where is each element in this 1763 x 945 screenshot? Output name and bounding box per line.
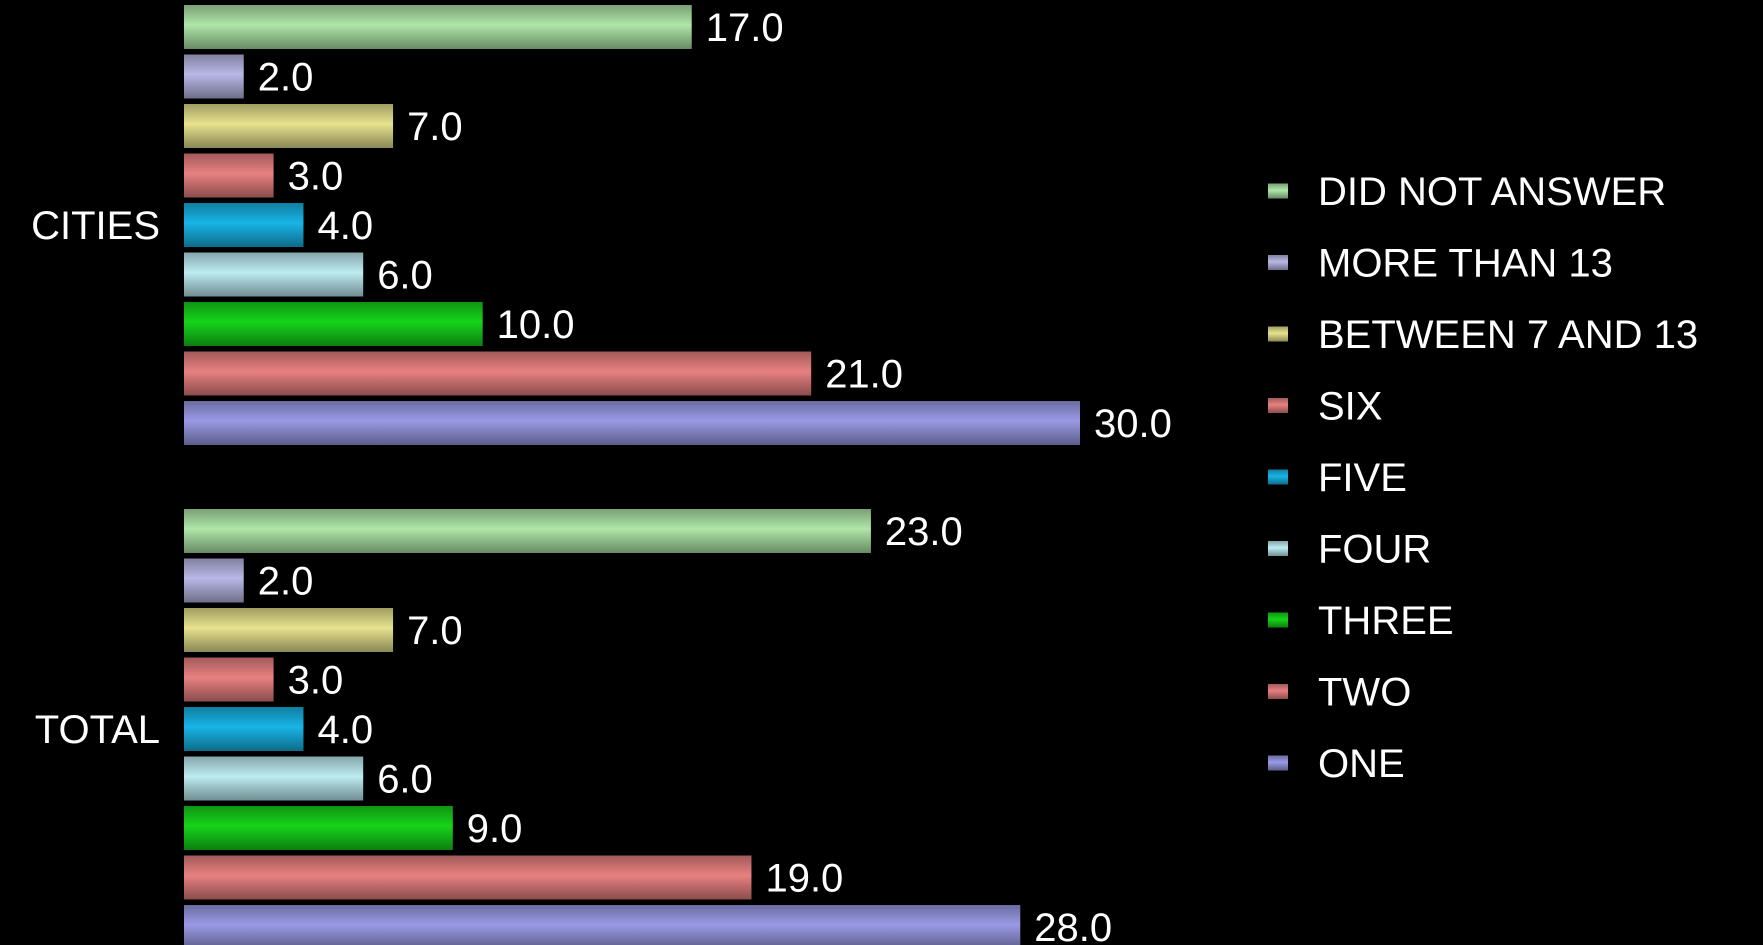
- data-label: 30.0: [1094, 402, 1172, 446]
- category-label: CITIES: [31, 204, 160, 248]
- data-label: 23.0: [885, 510, 963, 554]
- legend-label: DID NOT ANSWER: [1318, 170, 1666, 214]
- bar: [184, 351, 812, 396]
- bar: [184, 54, 244, 99]
- data-label: 17.0: [706, 6, 784, 50]
- data-label: 6.0: [377, 758, 433, 802]
- legend-swatch: [1268, 255, 1288, 270]
- data-label: 7.0: [407, 609, 463, 653]
- legend-label: SIX: [1318, 385, 1382, 429]
- bar: [184, 905, 1021, 945]
- legend: DID NOT ANSWER MORE THAN 13 BETWEEN 7 AND …: [1268, 170, 1698, 786]
- bar: [184, 707, 304, 751]
- data-label: 2.0: [258, 560, 314, 604]
- bar: [184, 203, 304, 247]
- data-label: 7.0: [407, 105, 463, 149]
- data-label: 10.0: [497, 303, 575, 347]
- legend-label: BETWEEN 7 AND 13: [1318, 313, 1698, 357]
- legend-label: THREE: [1318, 599, 1454, 643]
- data-label: 6.0: [377, 254, 433, 298]
- data-label: 21.0: [825, 353, 903, 397]
- legend-swatch: [1268, 183, 1288, 199]
- bar: [184, 5, 692, 49]
- legend-swatch: [1268, 541, 1288, 556]
- data-label: 3.0: [288, 659, 344, 703]
- data-label: 3.0: [288, 155, 344, 199]
- bar: [184, 608, 394, 652]
- legend-swatch: [1268, 684, 1288, 699]
- legend-swatch: [1268, 755, 1288, 771]
- bar: [184, 756, 364, 801]
- bar: [184, 806, 453, 850]
- data-label: 19.0: [765, 857, 843, 901]
- bar: [184, 657, 274, 702]
- legend-swatch: [1268, 326, 1288, 342]
- bar: [184, 252, 364, 297]
- legend-label: ONE: [1318, 742, 1405, 786]
- data-label: 2.0: [258, 56, 314, 100]
- legend-swatch: [1268, 398, 1288, 413]
- data-label: 4.0: [317, 204, 373, 248]
- legend-swatch: [1268, 612, 1288, 628]
- bar: [184, 855, 752, 900]
- bar: [184, 104, 394, 148]
- bar: [184, 153, 274, 198]
- bar: [184, 302, 483, 346]
- legend-label: FIVE: [1318, 456, 1407, 500]
- bar: [184, 558, 244, 603]
- bar: [184, 401, 1080, 445]
- bar: [184, 509, 871, 553]
- category-label: TOTAL: [35, 708, 160, 752]
- legend-label: TWO: [1318, 671, 1411, 715]
- legend-swatch: [1268, 469, 1288, 485]
- legend-label: FOUR: [1318, 528, 1431, 572]
- data-label: 28.0: [1034, 906, 1112, 945]
- bars-layer: CITIES17.02.07.03.04.06.010.021.030.0TOT…: [31, 5, 1172, 945]
- data-label: 9.0: [467, 807, 523, 851]
- data-label: 4.0: [317, 708, 373, 752]
- legend-label: MORE THAN 13: [1318, 242, 1613, 286]
